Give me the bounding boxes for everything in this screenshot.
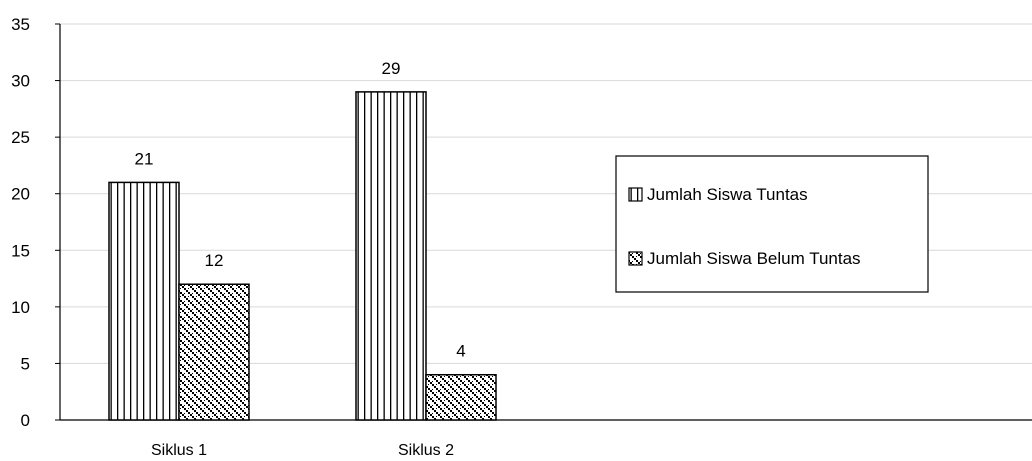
y-tick-label: 5 xyxy=(21,354,30,373)
data-label: 4 xyxy=(456,342,465,361)
y-tick-label: 10 xyxy=(11,298,30,317)
bar-tuntas xyxy=(355,91,427,421)
legend: Jumlah Siswa Tuntas Jumlah Siswa Belum T… xyxy=(615,155,929,293)
y-tick-label: 20 xyxy=(11,185,30,204)
x-category-label: Siklus 1 xyxy=(151,442,207,459)
bar-tuntas xyxy=(108,181,180,421)
x-category-label: Siklus 2 xyxy=(398,442,454,459)
data-label: 29 xyxy=(382,59,401,78)
data-label: 21 xyxy=(135,149,154,168)
y-tick-label: 15 xyxy=(11,241,30,260)
y-tick-label: 25 xyxy=(11,128,30,147)
bar-belum-tuntas xyxy=(425,373,497,421)
bar-belum-tuntas xyxy=(178,283,250,421)
labels: 0 5 10 15 20 25 30 35 21 12 Siklus 1 29 4 Siklus 2 xyxy=(11,15,466,459)
legend-label-belum-tuntas: Jumlah Siswa Belum Tuntas xyxy=(647,249,861,268)
data-label: 12 xyxy=(205,251,224,270)
legend-box xyxy=(615,155,929,293)
legend-swatch-belum-tuntas xyxy=(628,251,643,266)
y-tick-label: 30 xyxy=(11,72,30,91)
legend-swatch-tuntas xyxy=(628,187,643,202)
bars xyxy=(108,91,497,421)
y-tick-label: 35 xyxy=(11,15,30,34)
legend-label-tuntas: Jumlah Siswa Tuntas xyxy=(647,185,808,204)
y-tick-label: 0 xyxy=(21,411,30,430)
